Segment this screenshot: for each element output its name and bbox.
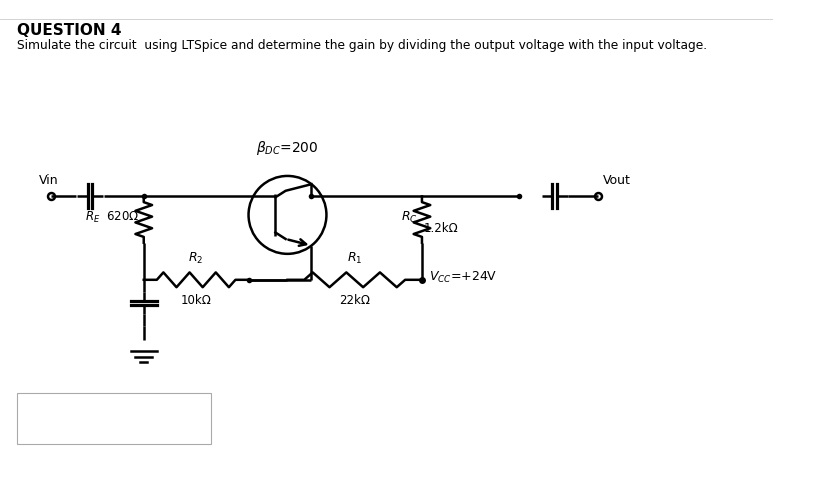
- Text: $R_C$: $R_C$: [401, 210, 417, 225]
- Text: $\beta_{DC}$=200: $\beta_{DC}$=200: [257, 140, 319, 157]
- Text: 22kΩ: 22kΩ: [339, 293, 370, 307]
- Text: Vout: Vout: [603, 174, 631, 187]
- Text: 1.2kΩ: 1.2kΩ: [424, 222, 458, 235]
- Text: 10kΩ: 10kΩ: [181, 293, 212, 307]
- Text: QUESTION 4: QUESTION 4: [17, 23, 121, 38]
- Text: Simulate the circuit  using LTSpice and determine the gain by dividing the outpu: Simulate the circuit using LTSpice and d…: [17, 39, 707, 52]
- Text: Vin: Vin: [38, 174, 58, 187]
- FancyBboxPatch shape: [17, 393, 212, 444]
- Text: $R_E$  620Ω: $R_E$ 620Ω: [85, 210, 139, 225]
- Text: $R_2$: $R_2$: [188, 251, 204, 266]
- Text: $V_{CC}$=+24V: $V_{CC}$=+24V: [429, 271, 498, 285]
- Text: $R_1$: $R_1$: [347, 251, 362, 266]
